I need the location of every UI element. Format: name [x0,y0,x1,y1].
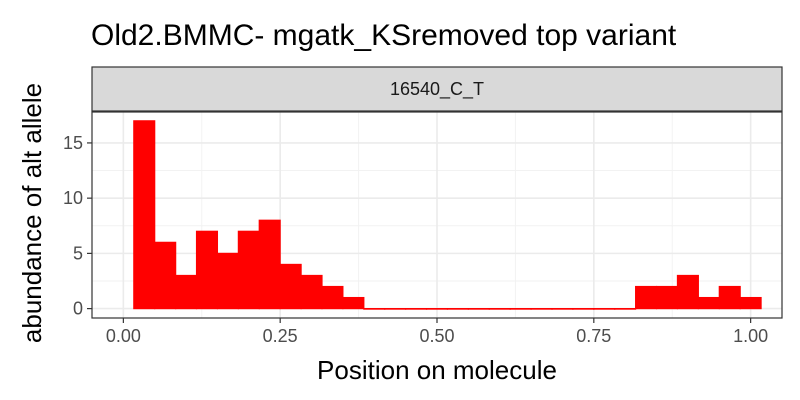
histogram-bar [405,308,428,310]
histogram-bar [279,263,302,310]
y-axis-title: abundance of alt allele [17,83,47,343]
histogram-bar [425,308,449,310]
x-tick-label: 0.00 [106,326,141,346]
y-tick-label: 0 [73,299,83,319]
histogram-bar [530,308,553,310]
histogram-bars [133,120,762,310]
y-tick-label: 10 [63,188,83,208]
histogram-bar [446,308,469,310]
x-tick-label: 1.00 [733,326,768,346]
y-tick-label: 5 [73,243,83,263]
facet-label: 16540_C_T [390,79,484,100]
histogram-bar [718,285,741,310]
histogram-bar [300,274,323,310]
histogram-bar [237,230,260,310]
histogram-bar [175,274,198,310]
histogram-bar [258,219,281,310]
histogram-bar [133,120,156,310]
x-axis-title: Position on molecule [317,355,557,385]
histogram-bar [509,308,532,310]
y-tick-label: 15 [63,133,83,153]
histogram-bar [321,285,344,310]
histogram-bar [614,308,637,310]
histogram-bar [342,296,365,310]
histogram-bar [655,285,679,310]
y-axis: 0 5 10 15 [63,133,92,319]
histogram-bar [363,308,386,310]
histogram-bar [216,252,239,310]
histogram-bar [593,308,616,310]
histogram-bar [572,308,595,310]
chart-title: Old2.BMMC- mgatk_KSremoved top variant [91,19,677,52]
x-tick-label: 0.50 [419,326,454,346]
histogram-bar [697,296,720,310]
histogram-bar [467,308,490,310]
facet-strip [91,66,783,112]
histogram-bar [384,308,407,310]
histogram-bar [676,274,699,310]
x-axis: 0.00 0.25 0.50 0.75 1.00 [106,318,768,346]
x-tick-label: 0.75 [576,326,611,346]
histogram-bar [551,308,574,310]
histogram-bar [488,308,511,310]
histogram-bar [154,241,177,310]
histogram-bar [635,285,658,310]
x-tick-label: 0.25 [263,326,298,346]
histogram-bar [195,230,219,310]
histogram-bar [739,296,762,310]
